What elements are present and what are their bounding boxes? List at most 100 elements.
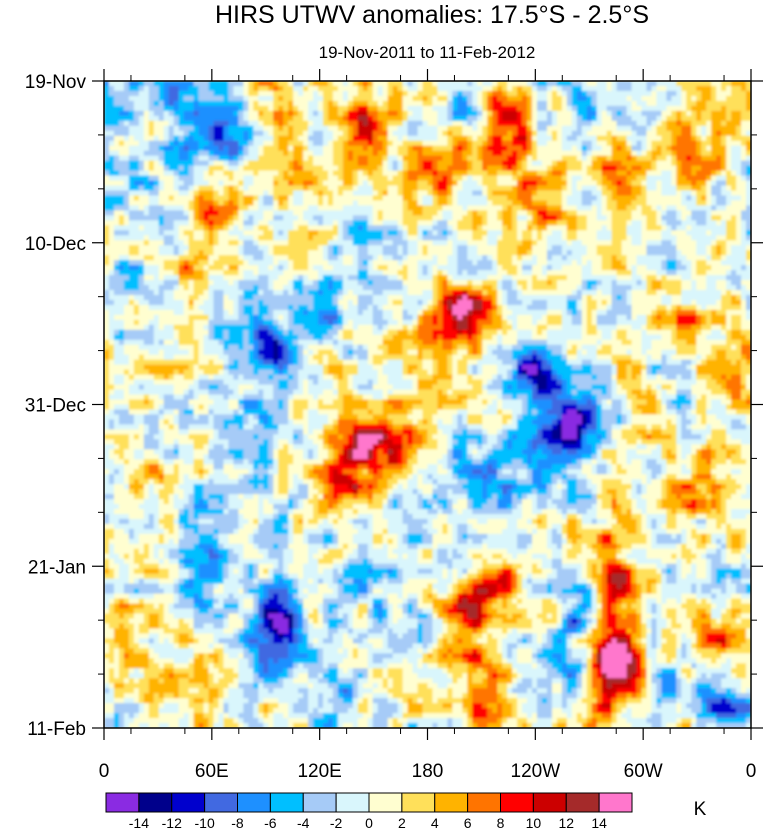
heatmap-cell (278, 146, 284, 152)
heatmap-cell (308, 141, 314, 147)
heatmap-cell (318, 106, 324, 112)
heatmap-cell (114, 146, 120, 152)
heatmap-cell (557, 81, 563, 87)
heatmap-cell (323, 126, 329, 132)
heatmap-cell (129, 136, 135, 142)
heatmap-cell (467, 91, 473, 97)
heatmap-cell (726, 141, 732, 147)
heatmap-cell (388, 166, 394, 172)
heatmap-cell (353, 161, 359, 167)
heatmap-cell (507, 146, 513, 152)
heatmap-cell (194, 151, 200, 157)
heatmap-cell (378, 81, 384, 87)
heatmap-cell (442, 166, 448, 172)
heatmap-cell (323, 81, 329, 87)
heatmap-cell (318, 86, 324, 92)
heatmap-cell (542, 96, 548, 102)
heatmap-cell (378, 141, 384, 147)
heatmap-cell (627, 136, 633, 142)
heatmap-cell (552, 146, 558, 152)
heatmap-cell (487, 81, 493, 87)
heatmap-cell (428, 116, 434, 122)
heatmap-cell (393, 141, 399, 147)
heatmap-cell (333, 161, 339, 167)
heatmap-cell (278, 96, 284, 102)
heatmap-cell (437, 141, 443, 147)
heatmap-cell (492, 166, 498, 172)
heatmap-cell (582, 126, 588, 132)
heatmap-cell (537, 91, 543, 97)
heatmap-cell (209, 166, 215, 172)
heatmap-cell (223, 116, 229, 122)
heatmap-cell (109, 136, 115, 142)
heatmap-cell (159, 151, 165, 157)
heatmap-cell (114, 161, 120, 167)
heatmap-cell (716, 166, 722, 172)
heatmap-cell (283, 91, 289, 97)
heatmap-cell (338, 91, 344, 97)
heatmap-cell (179, 146, 185, 152)
heatmap-cell (627, 96, 633, 102)
heatmap-cell (542, 101, 548, 107)
heatmap-cell (343, 106, 349, 112)
heatmap-cell (497, 131, 503, 137)
heatmap-cell (308, 126, 314, 132)
heatmap-cell (666, 91, 672, 97)
heatmap-cell (119, 126, 125, 132)
heatmap-cell (656, 156, 662, 162)
heatmap-cell (233, 151, 239, 157)
heatmap-cell (656, 101, 662, 107)
heatmap-cell (343, 96, 349, 102)
heatmap-cell (253, 166, 259, 172)
heatmap-cell (696, 96, 702, 102)
heatmap-cell (632, 131, 638, 137)
heatmap-cell (194, 106, 200, 112)
heatmap-cell (676, 81, 682, 87)
heatmap-cell (572, 81, 578, 87)
heatmap-cell (666, 161, 672, 167)
heatmap-cell (482, 151, 488, 157)
heatmap-cell (243, 146, 249, 152)
heatmap-cell (418, 141, 424, 147)
heatmap-cell (442, 101, 448, 107)
heatmap-cell (557, 126, 563, 132)
heatmap-cell (184, 126, 190, 132)
heatmap-cell (642, 101, 648, 107)
heatmap-cell (696, 101, 702, 107)
heatmap-cell (184, 111, 190, 117)
heatmap-cell (114, 136, 120, 142)
heatmap-cell (671, 81, 677, 87)
heatmap-cell (184, 101, 190, 107)
heatmap-cell (243, 166, 249, 172)
heatmap-cell (189, 111, 195, 117)
heatmap-cell (268, 161, 274, 167)
heatmap-cell (278, 131, 284, 137)
heatmap-cell (637, 141, 643, 147)
heatmap-cell (393, 106, 399, 112)
heatmap-cell (691, 131, 697, 137)
heatmap-cell (144, 106, 150, 112)
heatmap-cell (457, 116, 463, 122)
heatmap-cell (218, 166, 224, 172)
heatmap-cell (676, 161, 682, 167)
heatmap-cell (686, 126, 692, 132)
heatmap-cell (726, 96, 732, 102)
heatmap-cell (418, 136, 424, 142)
heatmap-cell (512, 146, 518, 152)
heatmap-cell (642, 91, 648, 97)
heatmap-cell (164, 116, 170, 122)
heatmap-cell (517, 101, 523, 107)
heatmap-cell (527, 101, 533, 107)
heatmap-cell (602, 111, 608, 117)
heatmap-cell (333, 126, 339, 132)
heatmap-cell (651, 111, 657, 117)
heatmap-cell (213, 131, 219, 137)
heatmap-cell (656, 141, 662, 147)
heatmap-cell (308, 151, 314, 157)
heatmap-cell (348, 151, 354, 157)
heatmap-cell (323, 106, 329, 112)
heatmap-cell (104, 121, 110, 127)
heatmap-cell (238, 136, 244, 142)
heatmap-cell (243, 121, 249, 127)
heatmap-cell (497, 106, 503, 112)
